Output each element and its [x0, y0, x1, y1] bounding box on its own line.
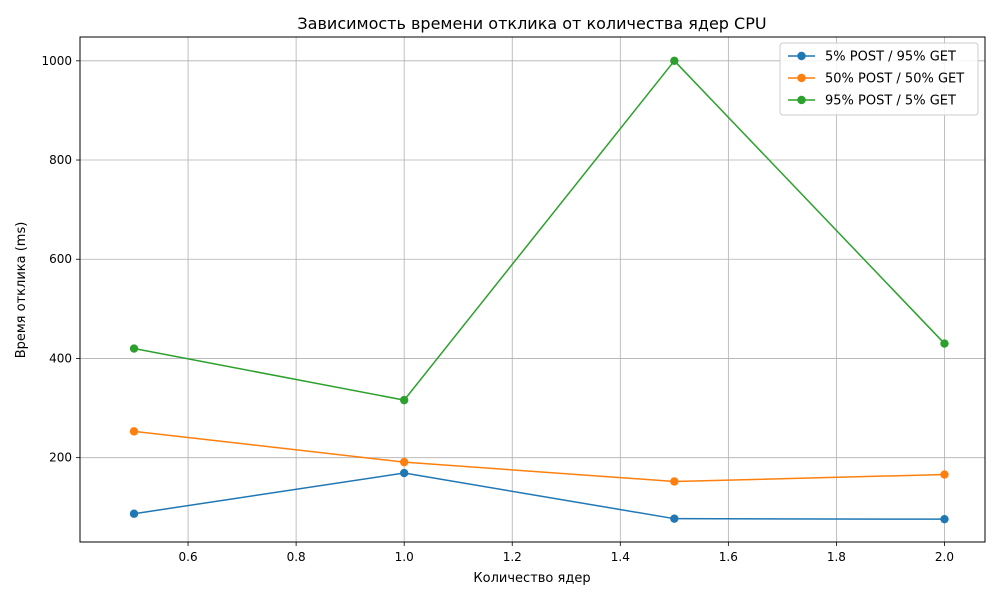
- legend-label: 50% POST / 50% GET: [825, 72, 964, 87]
- y-axis-label: Время отклика (ms): [14, 222, 29, 359]
- x-tick-label: 1.0: [395, 550, 414, 564]
- data-point-series-3: [940, 339, 949, 348]
- plot-frame: [79, 36, 986, 543]
- legend-swatch-marker: [797, 73, 806, 83]
- x-tick-label: 1.2: [503, 550, 522, 564]
- legend-box: [779, 42, 979, 116]
- data-point-series-3: [399, 395, 409, 405]
- data-point-series-1: [670, 514, 679, 523]
- y-axis: 200 400 600 800 1000: [41, 54, 80, 465]
- series-line-3: [133, 60, 946, 401]
- x-tick-label: 1.6: [719, 550, 738, 564]
- y-tick-label: 1000: [41, 54, 72, 68]
- legend-swatch-marker: [797, 95, 806, 105]
- grid: [80, 37, 985, 542]
- chart-title: Зависимость времени отклика от количеств…: [297, 14, 766, 33]
- x-tick-label: 1.8: [827, 550, 846, 564]
- legend: 5% POST / 95% GET 50% POST / 50% GET 95% P…: [779, 42, 979, 116]
- series-line-1: [133, 472, 945, 520]
- data-point-series-2: [399, 457, 409, 467]
- data-point-series-2: [670, 477, 679, 486]
- data-point-series-3: [129, 344, 139, 353]
- y-tick-label: 800: [49, 153, 72, 167]
- legend-swatch-marker: [797, 51, 806, 61]
- data-point-series-3: [670, 56, 679, 66]
- x-tick-label: 1.4: [611, 550, 630, 564]
- y-tick-label: 200: [49, 451, 72, 465]
- x-tick-label: 0.6: [179, 550, 198, 564]
- x-axis: 0.6 0.8 1.0 1.2 1.4 1.6 1.8 2.0: [179, 542, 954, 564]
- data-point-series-1: [399, 468, 409, 478]
- series-line-2: [133, 430, 945, 483]
- x-tick-label: 2.0: [935, 550, 954, 564]
- x-tick-label: 0.8: [287, 550, 306, 564]
- legend-label: 5% POST / 95% GET: [825, 50, 956, 65]
- x-axis-label: Количество ядер: [473, 571, 590, 586]
- y-tick-label: 400: [49, 351, 72, 365]
- data-point-series-2: [940, 470, 949, 479]
- y-tick-label: 600: [49, 252, 72, 266]
- data-point-series-1: [940, 514, 949, 524]
- legend-label: 95% POST / 5% GET: [825, 94, 956, 109]
- data-point-series-1: [129, 509, 139, 518]
- data-point-series-2: [129, 427, 139, 436]
- series-layer: [129, 56, 949, 524]
